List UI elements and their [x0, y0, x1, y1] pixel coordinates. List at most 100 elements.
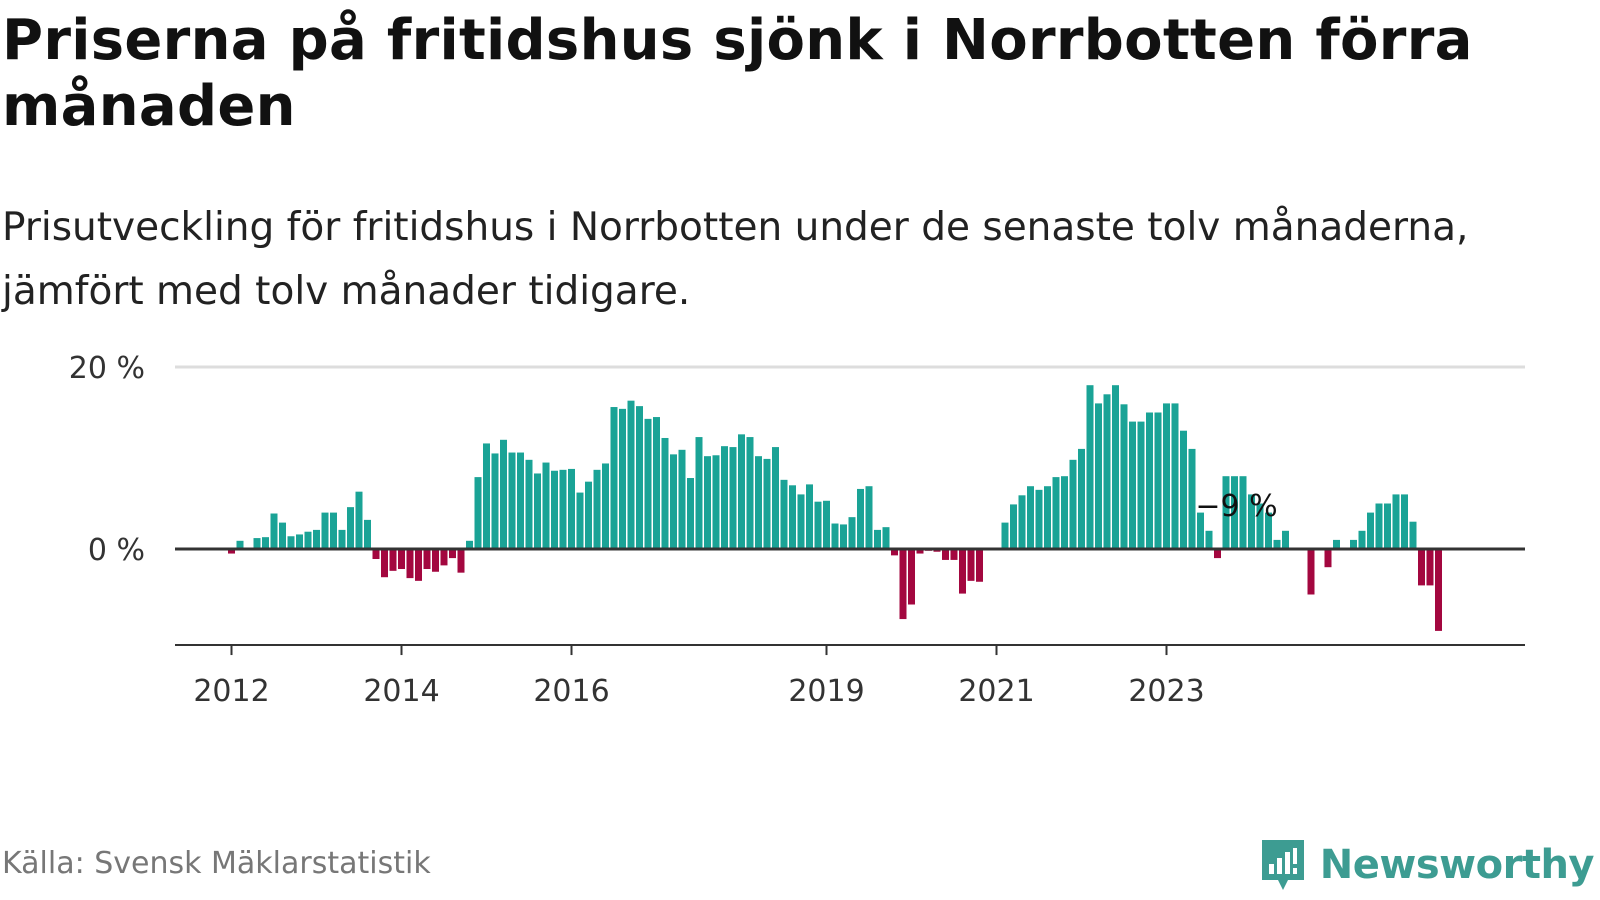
bar: [1333, 539, 1340, 549]
bar: [619, 408, 626, 549]
bar: [474, 477, 482, 549]
bar: [865, 486, 873, 549]
bar: [415, 549, 422, 581]
newsworthy-logo-icon: [1261, 840, 1304, 890]
bar: [806, 484, 813, 549]
bar: [738, 434, 745, 549]
bar: [551, 470, 558, 549]
bar: [602, 463, 609, 549]
bar: [398, 549, 405, 570]
bar: [1435, 549, 1442, 631]
bar: [338, 529, 346, 549]
bar: [1086, 385, 1094, 549]
bar: [236, 540, 244, 549]
bar: [610, 407, 618, 549]
bar: [908, 549, 915, 605]
bar: [942, 549, 949, 560]
bar: [1401, 494, 1408, 549]
bar: [253, 538, 261, 549]
x-tick-label: 2023: [1128, 674, 1204, 709]
bar: [1418, 549, 1425, 586]
bar: [1120, 404, 1128, 549]
bar: [355, 491, 363, 549]
bar: [1248, 494, 1255, 549]
bar: [627, 400, 635, 549]
bar: [1171, 403, 1179, 549]
bar: [389, 549, 397, 571]
bar: [262, 537, 269, 549]
bar: [1137, 421, 1145, 549]
bar: [381, 549, 388, 578]
bar: [899, 549, 907, 620]
bar: [814, 501, 822, 549]
bar: [916, 549, 924, 554]
y-tick-label: 0 %: [88, 533, 145, 568]
bar: [1409, 521, 1417, 549]
bar: [347, 507, 354, 549]
bar: [1392, 494, 1400, 549]
bar: [1214, 549, 1221, 559]
newsworthy-brand: Newsworthy: [1258, 836, 1595, 894]
x-tick-label: 2012: [193, 674, 269, 709]
bar: [1129, 421, 1136, 549]
bar: [1197, 512, 1204, 549]
y-tick-label: 20 %: [69, 351, 145, 386]
bar: [483, 443, 490, 549]
bar: [1112, 385, 1119, 549]
bar: [330, 512, 337, 549]
bar: [559, 469, 567, 549]
bar: [279, 522, 286, 549]
bar: [1375, 503, 1383, 549]
bar: [831, 523, 839, 549]
bar: [500, 439, 507, 549]
bar: [1222, 476, 1230, 549]
bar: [491, 453, 499, 549]
bar: [1384, 503, 1391, 549]
bar: [568, 468, 575, 549]
bar: [687, 478, 694, 549]
source-note: Källa: Svensk Mäklarstatistik: [2, 846, 431, 881]
bar: [636, 406, 643, 549]
bar: [576, 492, 584, 549]
bar: [1095, 403, 1102, 549]
bar: [406, 549, 414, 579]
bar: [950, 549, 958, 560]
bar: [882, 527, 890, 549]
bar: [874, 529, 881, 549]
bar: [661, 437, 669, 549]
bar: [1205, 530, 1213, 549]
bar: [1307, 549, 1315, 595]
bar: [1044, 486, 1051, 549]
axis-layer: [175, 547, 1525, 656]
bar: [1324, 549, 1332, 568]
x-tick-label: 2014: [363, 674, 439, 709]
bar: [1180, 430, 1187, 549]
bar: [304, 531, 312, 549]
bar: [1146, 412, 1153, 549]
bar: [432, 549, 439, 572]
bar: [1103, 394, 1111, 549]
labels-layer: 0 % 20 % 2012 2014 2016 2019 2021 2023 −9 %: [69, 351, 1278, 709]
bar: [1367, 512, 1374, 549]
bar: [1078, 448, 1085, 549]
x-tick-label: 2021: [958, 674, 1034, 709]
bar: [746, 437, 754, 549]
chart-title: Priserna på fritidshus sjönk i Norrbotte…: [2, 8, 1473, 139]
bar: [704, 456, 711, 549]
bar: [1163, 403, 1170, 549]
bar: [296, 534, 303, 549]
bar: [1231, 476, 1238, 549]
bar: [1052, 477, 1060, 549]
bar: [313, 529, 320, 549]
bar: [1350, 539, 1357, 549]
bar: [1035, 489, 1043, 549]
bar: [848, 517, 856, 549]
brand-name: Newsworthy: [1319, 842, 1595, 888]
bar: [967, 549, 975, 581]
bar: [1188, 448, 1196, 549]
last-value-label: −9 %: [1195, 489, 1277, 524]
bars-layer: [228, 385, 1442, 631]
bar: [449, 549, 456, 559]
bar: [457, 549, 465, 573]
x-tick-label: 2019: [788, 674, 864, 709]
